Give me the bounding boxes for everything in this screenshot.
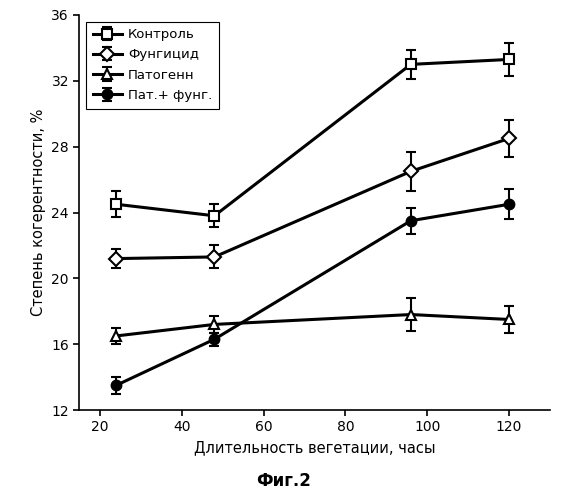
X-axis label: Длительность вегетации, часы: Длительность вегетации, часы [194, 440, 435, 455]
Y-axis label: Степень когерентности, %: Степень когерентности, % [31, 109, 46, 316]
Text: Фиг.2: Фиг.2 [256, 472, 311, 490]
Legend: Контроль, Фунгицид, Патогенн, Пат.+ фунг.: Контроль, Фунгицид, Патогенн, Пат.+ фунг… [86, 22, 219, 108]
